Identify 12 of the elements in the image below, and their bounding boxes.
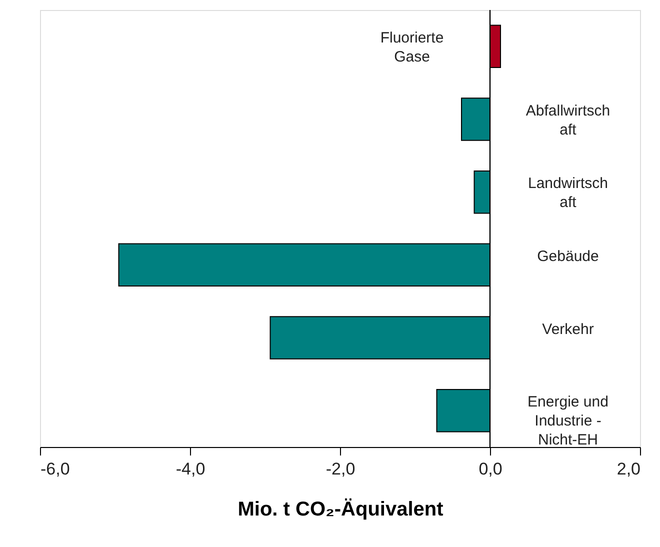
x-tick-label: -4,0 — [176, 460, 206, 478]
y-tick-label: Abfallwirtsch aft — [526, 102, 610, 138]
y-tick-label: Verkehr — [542, 320, 594, 338]
x-tick-label: 2,0 — [616, 460, 640, 478]
x-tick-label: 0,0 — [478, 460, 502, 478]
y-tick-label: Gebäude — [537, 248, 599, 265]
y-tick-label: Energie und Industrie - Nicht-EH — [528, 394, 608, 449]
x-tick-label: -6,0 — [40, 460, 70, 478]
x-tick-label: -2,0 — [326, 460, 356, 478]
y-tick-label: Fluorierte Gase — [380, 29, 444, 66]
y-tick-label: Landwirtsch aft — [528, 175, 608, 212]
x-axis-title: Mio. t CO₂-Äquivalent — [238, 498, 444, 520]
